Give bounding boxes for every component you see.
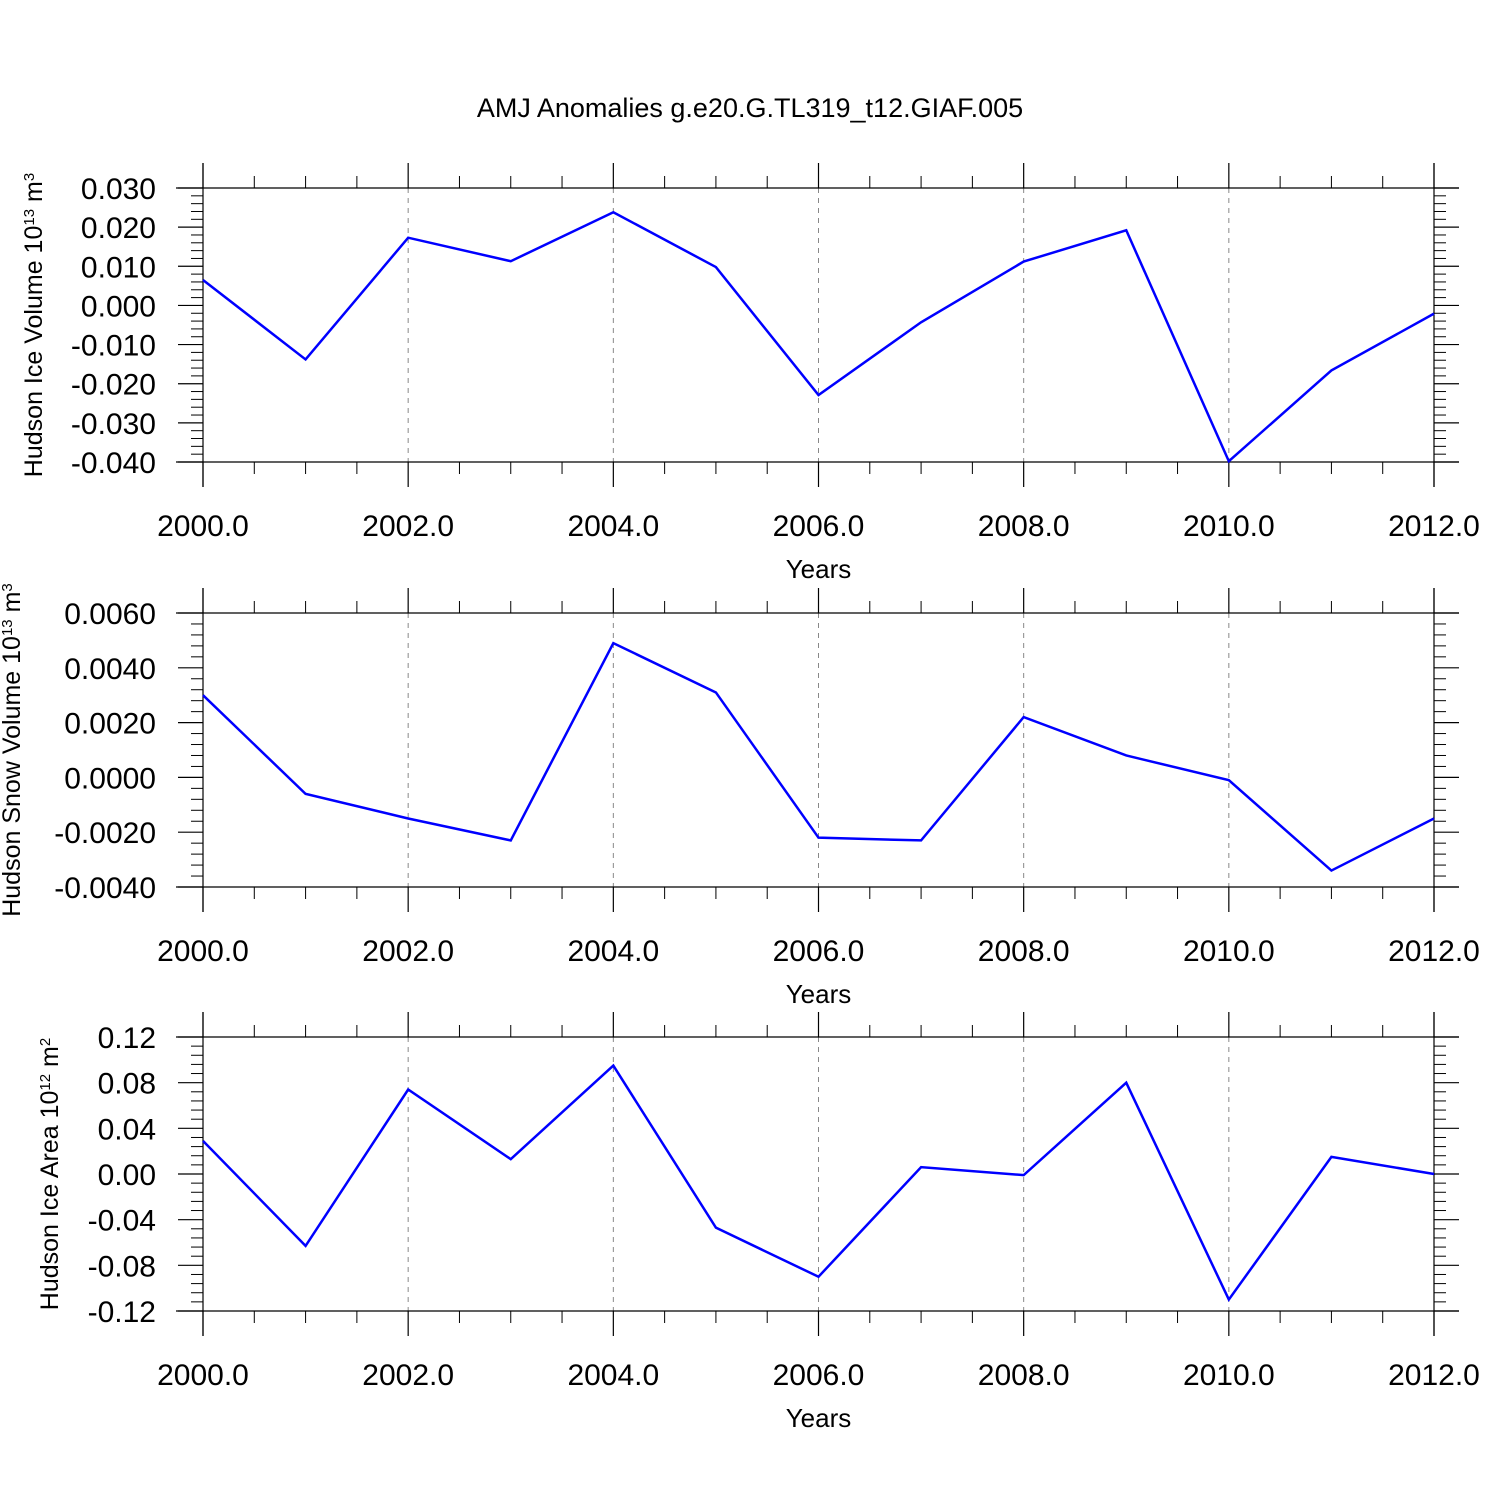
panel-3-xtick-label: 2008.0	[978, 1359, 1070, 1392]
figure-title: AMJ Anomalies g.e20.G.TL319_t12.GIAF.005	[477, 93, 1023, 123]
panel-1-xtick-label: 2002.0	[362, 510, 454, 543]
panel-1-ytick-label: 0.020	[81, 212, 156, 245]
panel-3-ytick-label: 0.12	[98, 1022, 156, 1055]
panel-3-xtick-label: 2004.0	[567, 1359, 659, 1392]
panel-3-xtick-label: 2010.0	[1183, 1359, 1275, 1392]
panel-1-ytick-label: -0.030	[71, 408, 156, 441]
panel-3-ylabel: Hudson Ice Area 1012 m2	[36, 1038, 64, 1310]
panel-3-ytick-label: 0.04	[98, 1113, 156, 1146]
panel-2-xtick-label: 2006.0	[773, 935, 865, 968]
panel-2-ytick-label: -0.0040	[54, 872, 156, 905]
panel-3-ytick-label: 0.08	[98, 1068, 156, 1101]
panel-1-xtick-label: 2004.0	[567, 510, 659, 543]
panel-1-xtick-label: 2012.0	[1388, 510, 1480, 543]
panel-3-xtick-label: 2012.0	[1388, 1359, 1480, 1392]
panel-1-xtick-label: 2008.0	[978, 510, 1070, 543]
panel-2-ylabel: Hudson Snow Volume 1013 m3	[0, 583, 26, 917]
panel-1-ytick-label: 0.030	[81, 173, 156, 206]
panel-2-xtick-label: 2002.0	[362, 935, 454, 968]
panel-3-ytick-label: 0.00	[98, 1159, 156, 1192]
panel-2-ytick-label: 0.0000	[64, 762, 156, 795]
panel-3-xtick-label: 2000.0	[157, 1359, 249, 1392]
panel-1-ytick-label: -0.040	[71, 447, 156, 480]
panel-2-xlabel: Years	[786, 979, 852, 1009]
panel-3-xtick-label: 2006.0	[773, 1359, 865, 1392]
panel-2-xtick-label: 2008.0	[978, 935, 1070, 968]
panel-2-ytick-label: 0.0040	[64, 653, 156, 686]
panel-1-xlabel: Years	[786, 554, 852, 584]
panel-1-xtick-label: 2006.0	[773, 510, 865, 543]
panel-2-xtick-label: 2004.0	[567, 935, 659, 968]
panel-1-xtick-label: 2000.0	[157, 510, 249, 543]
panel-2-ytick-label: 0.0060	[64, 598, 156, 631]
panel-1-ytick-label: -0.010	[71, 330, 156, 363]
panel-3-xtick-label: 2002.0	[362, 1359, 454, 1392]
panel-2-xtick-label: 2010.0	[1183, 935, 1275, 968]
panel-2-series-line	[202, 641, 1435, 873]
panel-3-ytick-label: -0.04	[88, 1205, 156, 1238]
panel-3-ytick-label: -0.08	[88, 1250, 156, 1283]
panel-2-xtick-label: 2000.0	[157, 935, 249, 968]
panel-3-series-line	[202, 1063, 1435, 1303]
panel-1-ytick-label: -0.020	[71, 369, 156, 402]
panel-1-ylabel: Hudson Ice Volume 1013 m3	[20, 173, 48, 477]
panel-1-series-line	[202, 210, 1435, 464]
panel-2-ytick-label: -0.0020	[54, 817, 156, 850]
panel-1-xtick-label: 2010.0	[1183, 510, 1275, 543]
panel-1-ytick-label: 0.000	[81, 290, 156, 323]
panel-3-ytick-label: -0.12	[88, 1296, 156, 1329]
panel-2-xtick-label: 2012.0	[1388, 935, 1480, 968]
panel-3-xlabel: Years	[786, 1403, 852, 1433]
panel-2-ytick-label: 0.0020	[64, 708, 156, 741]
panel-1-ytick-label: 0.010	[81, 251, 156, 284]
